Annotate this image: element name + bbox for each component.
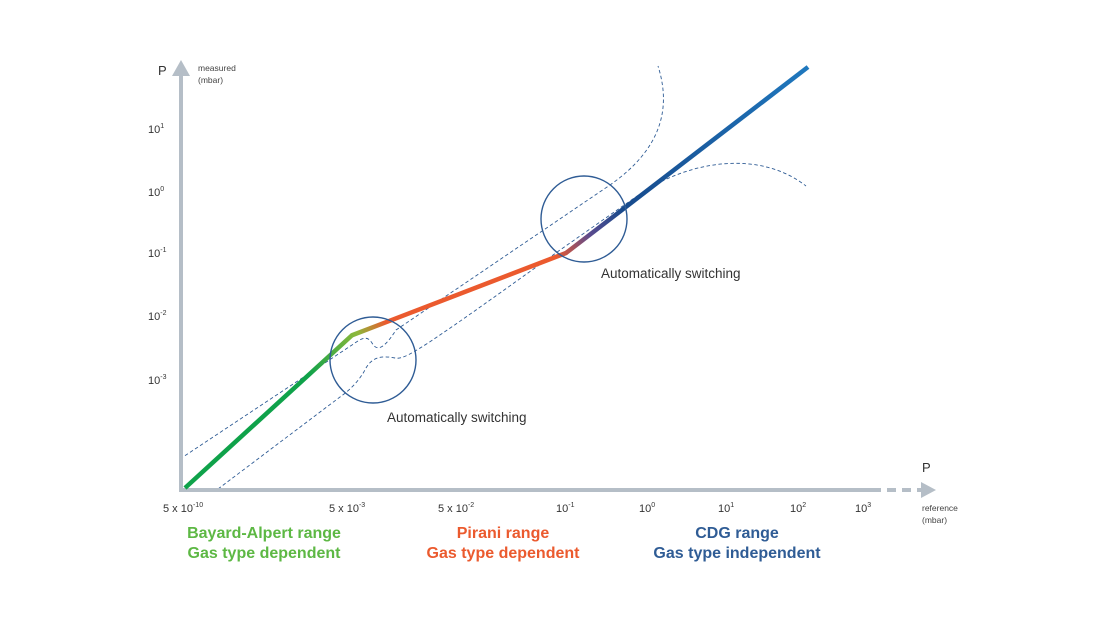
range-label-bayard-alpert: Bayard-Alpert range Gas type dependent — [187, 524, 341, 564]
y-tick-label: 10-3 — [148, 374, 167, 387]
y-tick-label: 101 — [148, 123, 164, 136]
x-tick-label: 100 — [639, 502, 655, 515]
x-tick-label: 5 x 10-10 — [163, 502, 203, 515]
range-title: Bayard-Alpert range — [187, 525, 341, 542]
x-tick-label: 5 x 10-3 — [329, 502, 365, 515]
y-tick-label: 10-2 — [148, 310, 167, 323]
annotation-switch-1: Automatically switching — [387, 410, 527, 425]
x-axis-unit: (mbar) — [922, 515, 947, 525]
y-tick-label: 100 — [148, 186, 164, 199]
x-tick-label: 103 — [855, 502, 871, 515]
measurement-series — [183, 65, 810, 490]
switch-circle-pirani-cdg — [540, 175, 628, 263]
y-tick-labels: 101 100 10-1 10-2 10-3 — [148, 123, 167, 387]
x-tick-label: 102 — [790, 502, 806, 515]
annotation-switch-2: Automatically switching — [601, 266, 741, 281]
tolerance-band-upper — [179, 65, 664, 460]
x-axis-arrow — [921, 482, 936, 498]
switch-circle-ba-pirani — [329, 316, 417, 404]
range-label-pirani: Pirani range Gas type dependent — [427, 524, 580, 564]
range-title: CDG range — [695, 525, 779, 542]
x-axis-label: reference — [922, 503, 958, 513]
x-axis-symbol: P — [922, 460, 931, 475]
y-axis-symbol: P — [158, 63, 167, 78]
y-tick-label: 10-1 — [148, 247, 167, 260]
range-subtitle: Gas type independent — [653, 545, 821, 562]
series-line-pirani — [349, 250, 569, 338]
y-axis-label: measured — [198, 63, 236, 73]
range-subtitle: Gas type dependent — [187, 545, 341, 562]
y-axis-arrow — [172, 60, 190, 76]
range-title: Pirani range — [456, 525, 550, 542]
x-tick-label: 101 — [718, 502, 734, 515]
x-tick-labels: 5 x 10-10 5 x 10-3 5 x 10-2 10-1 100 101… — [163, 502, 871, 515]
x-tick-label: 10-1 — [556, 502, 575, 515]
tolerance-band — [179, 65, 807, 490]
range-subtitle: Gas type dependent — [426, 545, 580, 562]
tolerance-band-lower — [217, 162, 807, 490]
axes — [172, 60, 936, 498]
y-axis-unit: (mbar) — [198, 75, 223, 85]
series-line-bayard-alpert — [183, 333, 354, 490]
x-tick-label: 5 x 10-2 — [438, 502, 474, 515]
series-line-cdg — [564, 65, 810, 255]
range-label-cdg: CDG range Gas type independent — [653, 524, 820, 564]
